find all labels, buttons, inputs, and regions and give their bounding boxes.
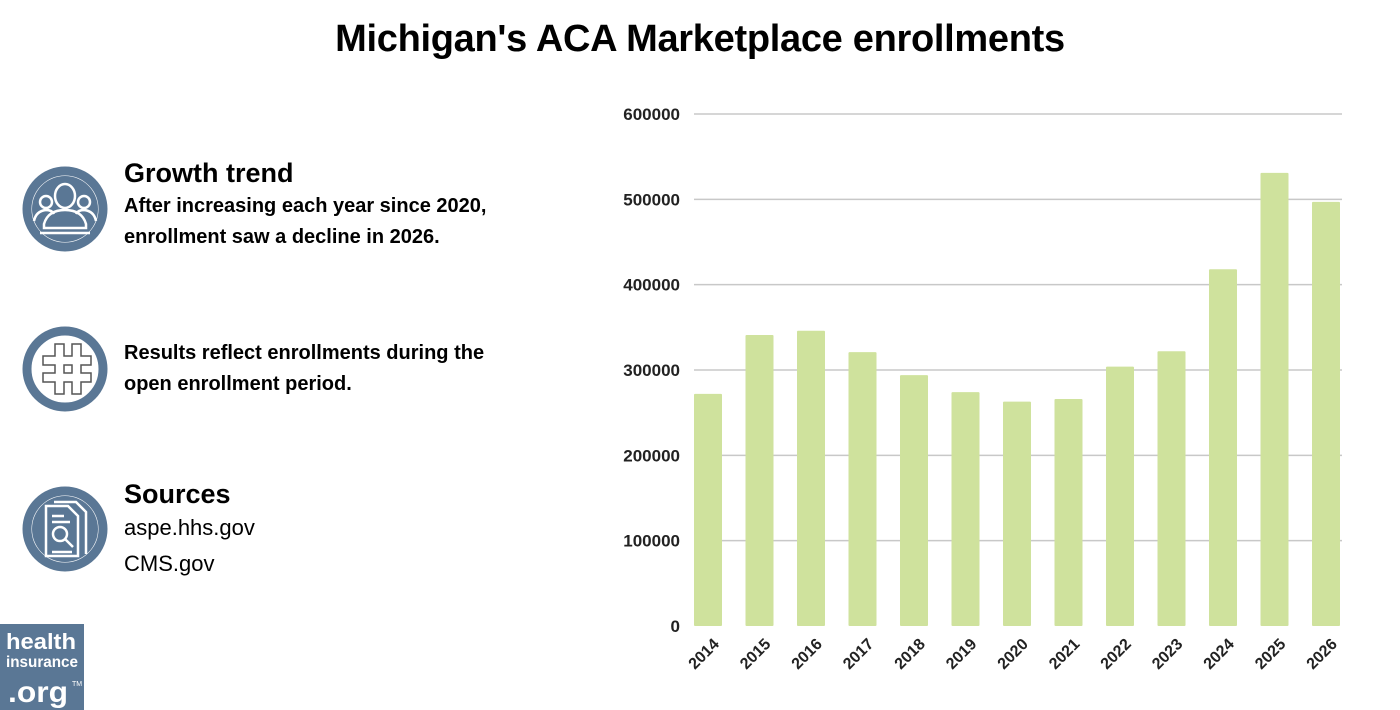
- x-tick-label: 2022: [1098, 636, 1135, 673]
- y-tick-label: 0: [671, 617, 680, 636]
- bar-2021: [1054, 399, 1083, 626]
- y-tick-label: 300000: [623, 361, 680, 380]
- info-heading: Growth trend: [124, 158, 294, 188]
- info-heading: Sources: [124, 479, 231, 509]
- info-text: enrollment saw a decline in 2026.: [124, 226, 440, 248]
- hashtag-icon: [22, 326, 108, 412]
- document-search-icon: [22, 486, 108, 572]
- bar-2014: [694, 393, 722, 626]
- x-tick-label: 2015: [737, 636, 774, 673]
- info-text: Results reflect enrollments during the: [124, 342, 485, 364]
- y-tick-label: 100000: [623, 532, 680, 551]
- people-group-icon: [22, 166, 108, 252]
- svg-text:health: health: [6, 629, 76, 654]
- info-text: open enrollment period.: [124, 373, 352, 395]
- x-tick-label: 2019: [943, 636, 980, 673]
- y-tick-label: 600000: [623, 105, 680, 124]
- x-tick-label: 2021: [1046, 636, 1083, 673]
- x-tick-label: 2024: [1201, 636, 1238, 673]
- svg-text:TM: TM: [72, 681, 82, 688]
- bar-2015: [745, 335, 774, 626]
- bar-2023: [1157, 351, 1186, 626]
- x-tick-label: 2023: [1149, 636, 1186, 673]
- x-tick-label: 2016: [789, 636, 826, 673]
- bar-2022: [1106, 366, 1134, 626]
- bar-2018: [900, 375, 928, 626]
- y-tick-label: 400000: [623, 276, 680, 295]
- x-tick-label: 2017: [840, 636, 877, 673]
- chart-title: Michigan's ACA Marketplace enrollments: [335, 18, 1065, 60]
- x-tick-label: 2026: [1304, 636, 1341, 673]
- bar-2017: [848, 352, 877, 626]
- source-link[interactable]: aspe.hhs.gov: [124, 515, 255, 540]
- y-tick-label: 500000: [623, 190, 680, 209]
- bar-2016: [797, 330, 825, 626]
- x-tick-label: 2025: [1252, 636, 1289, 673]
- x-tick-label: 2020: [995, 636, 1032, 673]
- bar-2019: [951, 392, 980, 626]
- bar-2024: [1209, 269, 1237, 626]
- info-text: After increasing each year since 2020,: [124, 195, 487, 217]
- healthinsurance-org-logo: health insurance .org TM: [0, 624, 84, 710]
- bar-2026: [1312, 201, 1340, 627]
- x-tick-label: 2018: [892, 636, 929, 673]
- y-tick-label: 200000: [623, 446, 680, 465]
- source-link[interactable]: CMS.gov: [124, 551, 215, 576]
- bar-2025: [1260, 172, 1289, 626]
- svg-text:insurance: insurance: [6, 654, 78, 671]
- bar-2020: [1003, 401, 1031, 626]
- x-tick-label: 2014: [686, 636, 723, 673]
- svg-text:.org: .org: [8, 676, 68, 709]
